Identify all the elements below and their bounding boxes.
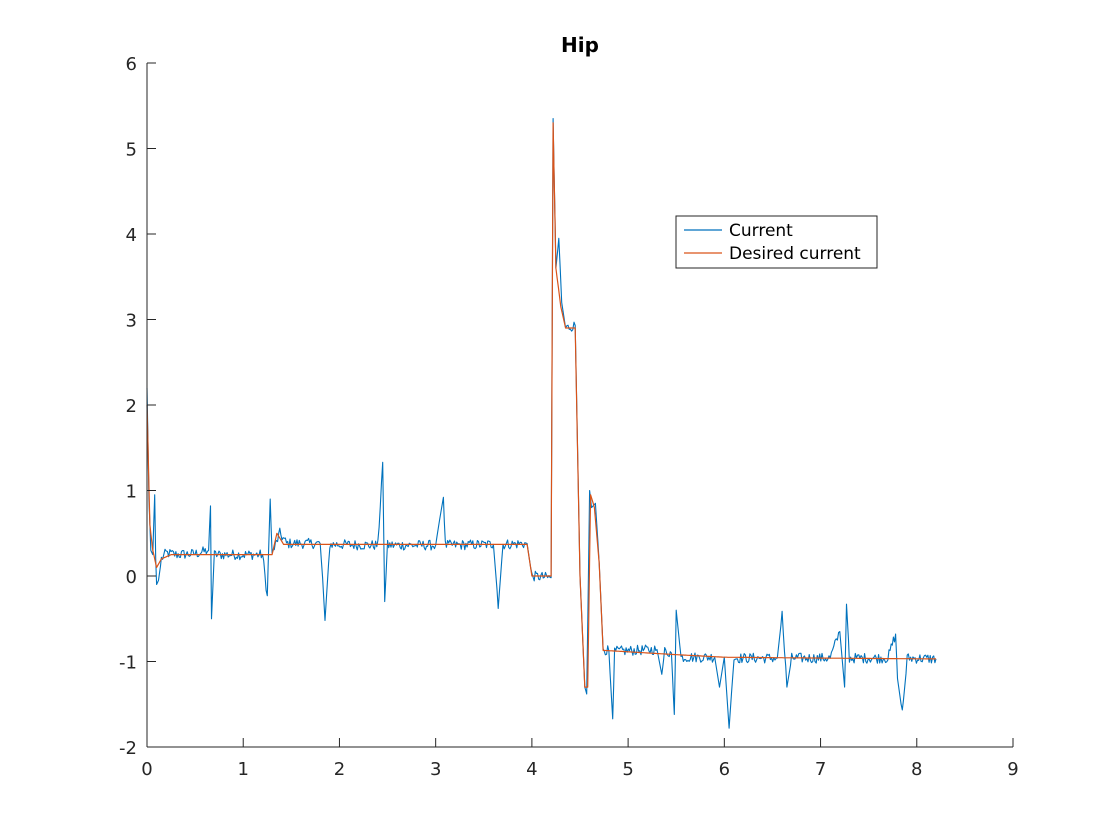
y-tick-label: 4 xyxy=(126,225,137,246)
legend-label-current: Current xyxy=(729,221,793,241)
series-layer xyxy=(146,118,937,729)
y-tick-label: 1 xyxy=(126,482,137,503)
y-tick-label: 6 xyxy=(126,54,137,75)
x-tick-label: 0 xyxy=(141,759,152,780)
legend: Current Desired current xyxy=(675,215,878,269)
x-tick-label: 6 xyxy=(719,759,730,780)
x-tick-label: 9 xyxy=(1007,759,1018,780)
y-tick-layer: -2 -1 0 1 2 3 4 5 6 xyxy=(119,54,156,759)
y-tick-label: -1 xyxy=(119,653,137,674)
series-line-current xyxy=(146,118,937,729)
x-tick-label: 3 xyxy=(430,759,441,780)
x-tick-label: 8 xyxy=(911,759,922,780)
y-tick-label: 5 xyxy=(126,140,137,161)
x-tick-layer: 0 1 2 3 4 5 6 7 8 9 xyxy=(141,738,1019,780)
x-tick-label: 4 xyxy=(526,759,537,780)
legend-label-desired-current: Desired current xyxy=(729,244,861,264)
x-tick-label: 5 xyxy=(622,759,633,780)
y-tick-label: -2 xyxy=(119,738,137,759)
legend-box xyxy=(675,215,878,269)
plot-area xyxy=(147,63,1013,747)
chart-title: Hip xyxy=(561,33,599,57)
x-tick-label: 2 xyxy=(334,759,345,780)
x-tick-label: 1 xyxy=(237,759,248,780)
y-tick-label: 3 xyxy=(126,311,137,332)
y-tick-label: 2 xyxy=(126,396,137,417)
y-tick-label: 0 xyxy=(126,567,137,588)
x-tick-label: 7 xyxy=(815,759,826,780)
series-line-desired-current xyxy=(146,122,936,688)
